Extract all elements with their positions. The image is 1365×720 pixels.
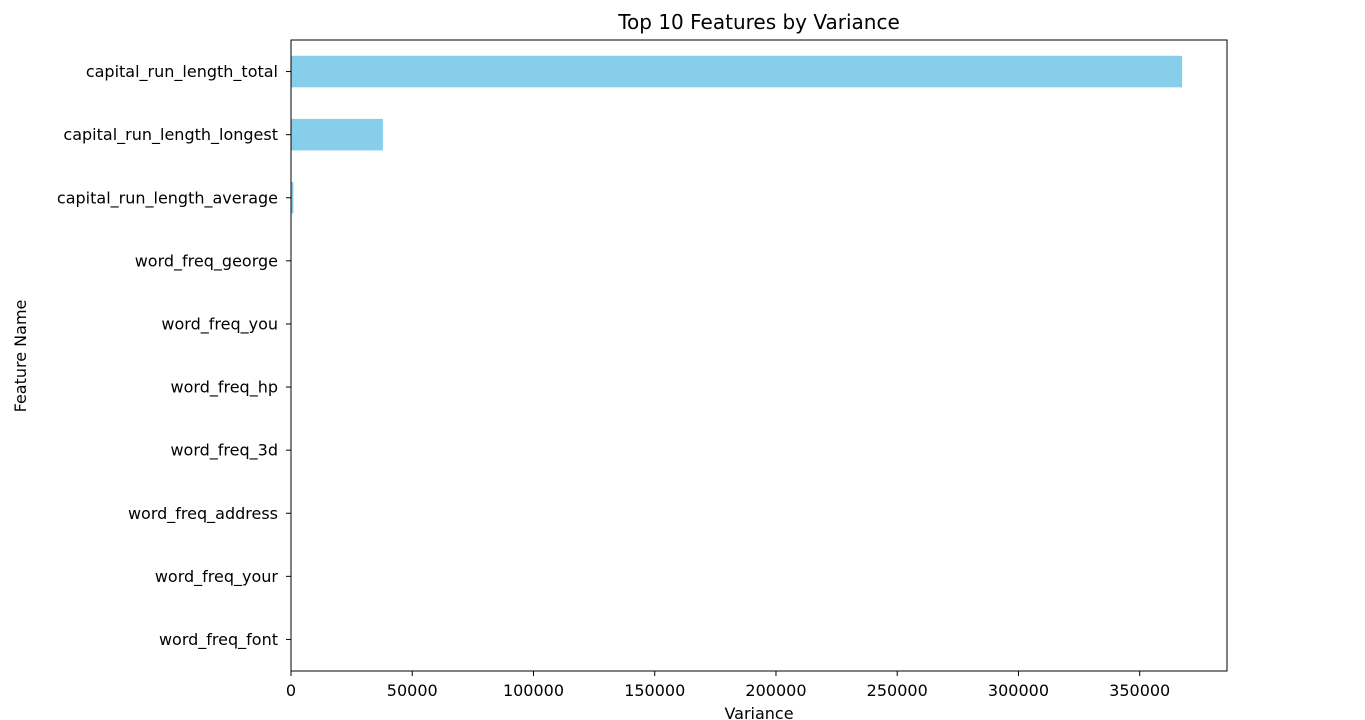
x-tick-label: 250000: [867, 681, 928, 700]
bar-capital-run-length-longest: [291, 118, 383, 151]
x-tick-label: 300000: [988, 681, 1049, 700]
y-tick-label: word_freq_hp: [171, 378, 278, 398]
y-tick-label: capital_run_length_average: [57, 188, 278, 208]
y-tick-label: word_freq_george: [135, 251, 278, 271]
bars-layer: [291, 55, 1183, 656]
y-tick-label: word_freq_you: [161, 314, 278, 334]
x-tick-label: 50000: [387, 681, 438, 700]
y-tick-label: word_freq_address: [128, 504, 278, 524]
x-tick-label: 100000: [503, 681, 564, 700]
x-tick-label: 0: [286, 681, 296, 700]
y-tick-label: capital_run_length_total: [86, 62, 278, 82]
x-tick-label: 200000: [745, 681, 806, 700]
x-tick-label: 350000: [1109, 681, 1170, 700]
bar-capital-run-length-average: [291, 181, 294, 214]
x-axis: 0 50000 100000 150000 200000 250000 300000 3500…: [286, 671, 1170, 700]
y-tick-label: word_freq_3d: [170, 441, 278, 461]
y-axis: capital_run_length_total capital_run_leng…: [57, 62, 291, 650]
y-axis-label: Feature Name: [11, 300, 30, 413]
y-tick-label: capital_run_length_longest: [63, 125, 278, 145]
x-tick-label: 150000: [624, 681, 685, 700]
y-tick-label: word_freq_your: [155, 567, 279, 587]
y-tick-label: word_freq_font: [159, 630, 278, 650]
plot-frame: [290, 39, 1228, 672]
bar-capital-run-length-total: [291, 55, 1183, 88]
chart-title: Top 10 Features by Variance: [617, 10, 900, 34]
x-axis-label: Variance: [724, 704, 793, 720]
